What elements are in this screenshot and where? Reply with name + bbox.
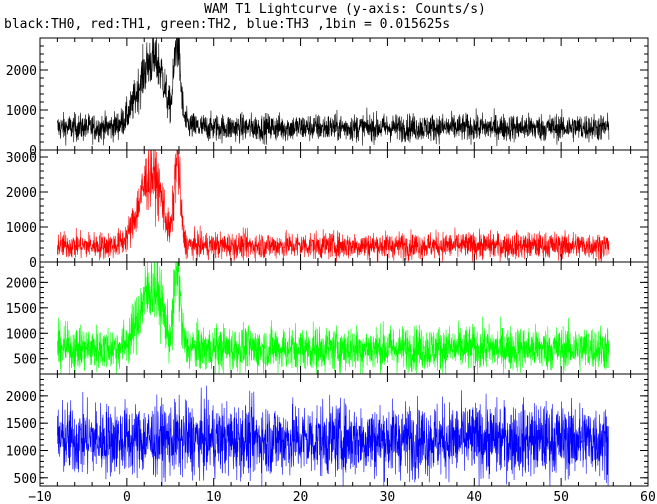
y-tick-label: 1000 xyxy=(6,327,37,342)
x-tick-label: 30 xyxy=(380,490,396,504)
y-tick-label: 1000 xyxy=(6,104,37,119)
x-tick-label: 10 xyxy=(206,490,222,504)
series-line-TH2 xyxy=(57,262,610,374)
x-axis: −10 0 10 20 30 40 50 60 xyxy=(28,490,656,504)
y-tick-label: 1000 xyxy=(6,444,37,459)
x-tick-label: 40 xyxy=(466,490,482,504)
panel-frame xyxy=(39,373,649,487)
chart-subtitle: black:TH0, red:TH1, green:TH2, blue:TH3 … xyxy=(4,17,450,32)
y-tick-label: 1500 xyxy=(6,417,37,432)
y-tick-label: 0 xyxy=(29,256,37,271)
panel-TH2: 500 1000 1500 2000 xyxy=(6,261,649,375)
y-tick-label: 1500 xyxy=(6,302,37,317)
y-tick-label: 2000 xyxy=(6,390,37,405)
x-tick-label: 0 xyxy=(123,490,131,504)
x-tick-label: 60 xyxy=(640,490,656,504)
chart-title: WAM T1 Lightcurve (y-axis: Counts/s) xyxy=(204,2,486,17)
y-tick-label: 500 xyxy=(14,353,37,368)
series-line-TH0 xyxy=(57,38,610,147)
panels-group: 0100020000100020003000500100015002000500… xyxy=(6,37,649,487)
x-tick-label: 20 xyxy=(293,490,309,504)
x-tick-label: 50 xyxy=(553,490,569,504)
y-tick-label: 2000 xyxy=(6,276,37,291)
y-tick-label: 2000 xyxy=(6,186,37,201)
y-tick-label: 2000 xyxy=(6,64,37,79)
panel-TH1: 0 1000 2000 3000 xyxy=(6,149,649,271)
x-tick-label: −10 xyxy=(28,490,51,504)
series-line-TH1 xyxy=(57,150,610,262)
series-line-TH3 xyxy=(57,385,610,486)
y-tick-label: 1000 xyxy=(6,221,37,236)
y-tick-label: 500 xyxy=(14,472,37,487)
panel-TH3: 500 1000 1500 2000 xyxy=(6,373,649,487)
y-tick-label: 3000 xyxy=(6,151,37,166)
y-tick-label: 0 xyxy=(29,144,37,159)
